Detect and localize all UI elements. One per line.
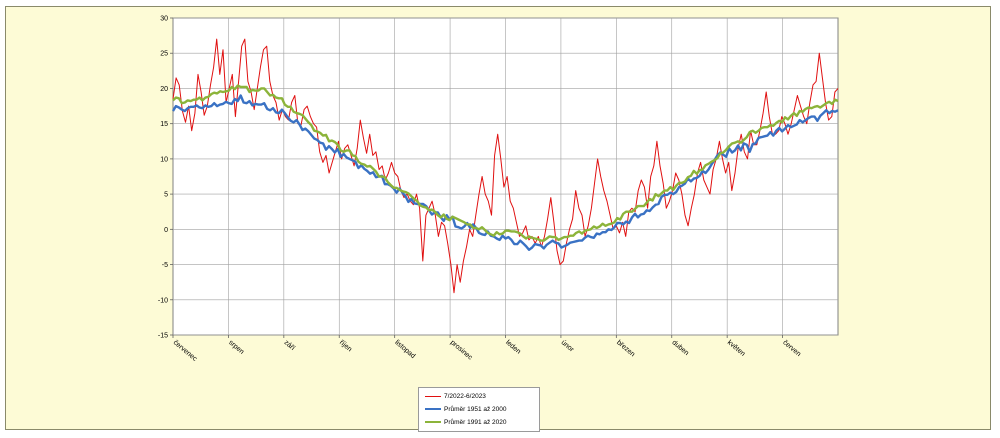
x-tick-label: srpen xyxy=(227,339,245,356)
y-tick-label: 15 xyxy=(160,121,168,128)
legend-swatch-1951-2000 xyxy=(425,408,441,410)
x-tick-label: březen xyxy=(615,339,636,358)
legend-label-1951-2000: Průměr 1951 až 2000 xyxy=(444,405,507,413)
legend-item-2022-2023: 7/2022-6/2023 xyxy=(425,390,486,402)
legend-item-1991-2020: Průměr 1991 až 2020 xyxy=(425,416,507,428)
chart-legend: 7/2022-6/2023 Průměr 1951 až 2000 Průměr… xyxy=(418,387,540,432)
series-line-1 xyxy=(171,94,839,252)
x-tick-label: leden xyxy=(504,339,522,355)
y-tick-label: 0 xyxy=(164,227,168,234)
x-tick-label: listopad xyxy=(393,339,416,360)
legend-label-1991-2020: Průměr 1991 až 2020 xyxy=(444,418,507,426)
x-tick-label: říjen xyxy=(338,339,353,353)
y-tick-label: 30 xyxy=(160,16,168,23)
x-tick-label: duben xyxy=(670,339,689,357)
x-tick-label: prosinec xyxy=(449,339,474,362)
x-tick-label: květen xyxy=(726,339,746,358)
y-tick-label: 10 xyxy=(160,156,168,163)
legend-label-2022-2023: 7/2022-6/2023 xyxy=(444,392,486,400)
x-tick-label: červen xyxy=(781,339,802,358)
x-tick-label: září xyxy=(283,339,296,352)
y-tick-label: -15 xyxy=(158,333,168,340)
chart-frame: -15 -10 -5 0 5 10 15 20 25 30 červenec srpen září říj… xyxy=(5,6,991,432)
legend-item-1951-2000: Průměr 1951 až 2000 xyxy=(425,403,507,415)
x-tick-label: únor xyxy=(560,339,576,354)
y-tick-label: -10 xyxy=(158,297,168,304)
y-tick-label: 5 xyxy=(164,192,168,199)
y-tick-label: 20 xyxy=(160,86,168,93)
legend-swatch-2022-2023 xyxy=(425,395,441,397)
temperature-chart: -15 -10 -5 0 5 10 15 20 25 30 červenec srpen září říj… xyxy=(158,16,839,363)
series-line-2 xyxy=(172,84,839,242)
y-tick-label: 25 xyxy=(160,51,168,58)
x-tick-label: červenec xyxy=(172,339,199,363)
legend-swatch-1991-2020 xyxy=(425,421,441,423)
y-tick-label: -5 xyxy=(162,262,168,269)
